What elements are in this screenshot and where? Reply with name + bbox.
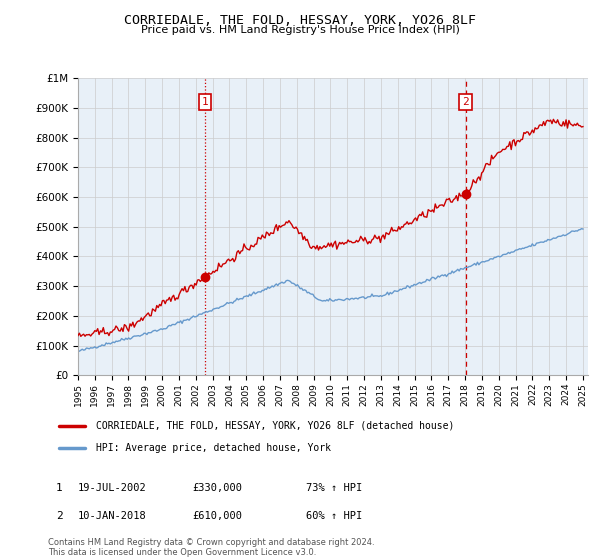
Text: Price paid vs. HM Land Registry's House Price Index (HPI): Price paid vs. HM Land Registry's House …: [140, 25, 460, 35]
Text: Contains HM Land Registry data © Crown copyright and database right 2024.
This d: Contains HM Land Registry data © Crown c…: [48, 538, 374, 557]
Text: 1: 1: [56, 483, 63, 493]
Text: 10-JAN-2018: 10-JAN-2018: [78, 511, 147, 521]
Text: 60% ↑ HPI: 60% ↑ HPI: [306, 511, 362, 521]
Text: £610,000: £610,000: [192, 511, 242, 521]
Text: 2: 2: [56, 511, 63, 521]
Text: HPI: Average price, detached house, York: HPI: Average price, detached house, York: [95, 443, 331, 453]
Text: 19-JUL-2002: 19-JUL-2002: [78, 483, 147, 493]
Text: 2: 2: [462, 97, 469, 107]
Text: CORRIEDALE, THE FOLD, HESSAY, YORK, YO26 8LF (detached house): CORRIEDALE, THE FOLD, HESSAY, YORK, YO26…: [95, 421, 454, 431]
Text: 73% ↑ HPI: 73% ↑ HPI: [306, 483, 362, 493]
Text: CORRIEDALE, THE FOLD, HESSAY, YORK, YO26 8LF: CORRIEDALE, THE FOLD, HESSAY, YORK, YO26…: [124, 14, 476, 27]
Text: 1: 1: [202, 97, 208, 107]
Text: £330,000: £330,000: [192, 483, 242, 493]
